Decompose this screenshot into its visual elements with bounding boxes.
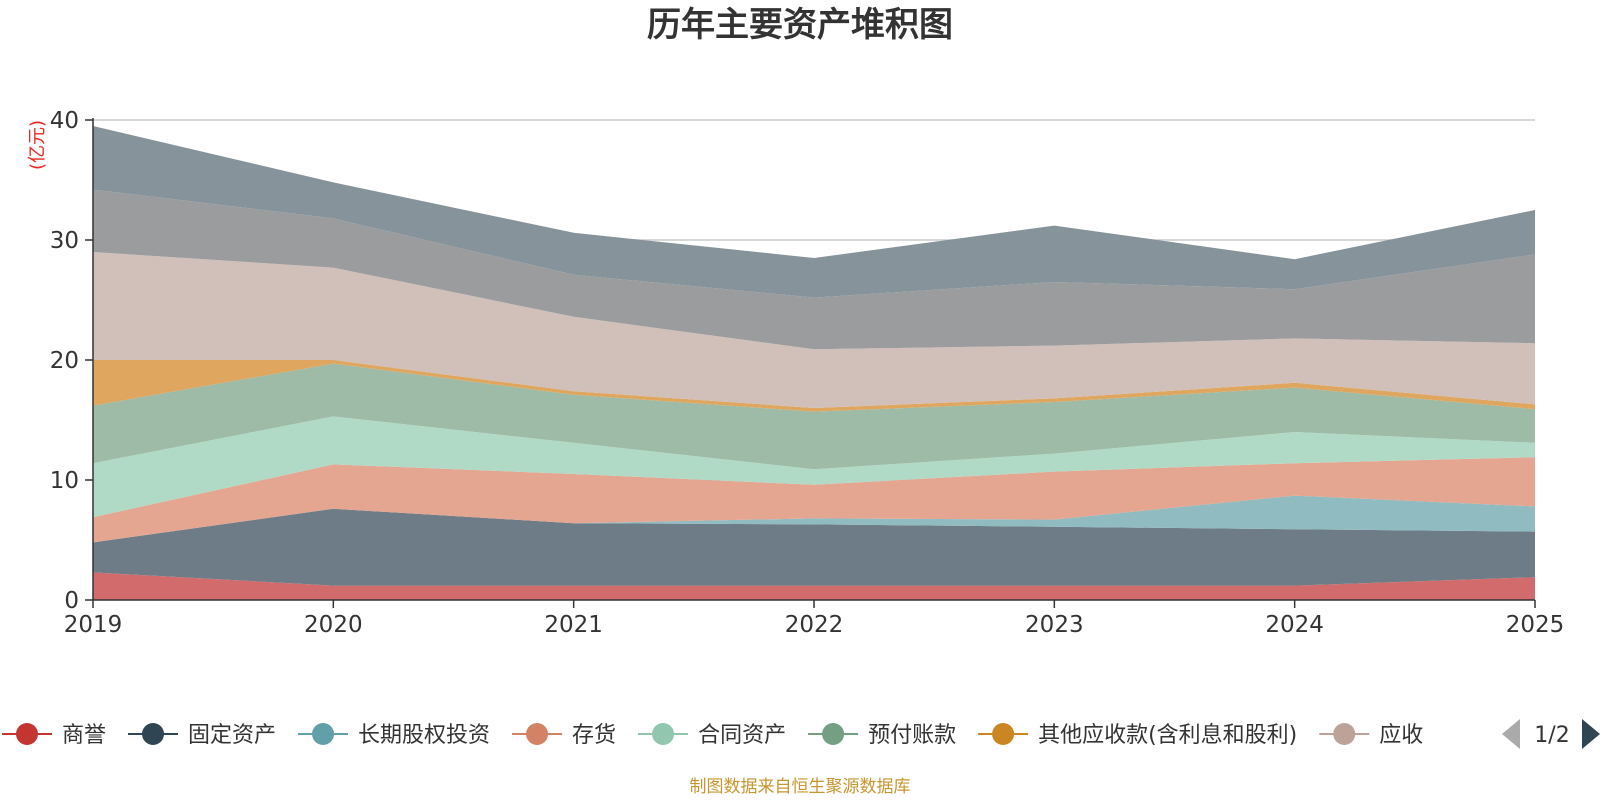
y-tick-label: 40 <box>50 108 79 134</box>
legend-label: 长期股权投资 <box>358 723 490 748</box>
area-series-layer <box>93 126 1535 600</box>
area-series-3 <box>93 495 1535 543</box>
legend-circle-symbol <box>1333 723 1356 745</box>
legend-label: 合同资产 <box>698 723 786 748</box>
legend-circle-symbol <box>652 723 675 745</box>
area-series-9 <box>93 189 1535 350</box>
legend-circle-symbol <box>526 723 549 745</box>
legend-pager: 1/2 <box>1502 719 1600 749</box>
legend-prev-arrow-icon[interactable] <box>1502 719 1520 749</box>
y-tick-label: 20 <box>50 348 79 374</box>
legend-item-2[interactable]: 固定资产 <box>128 723 276 748</box>
legend-label: 存货 <box>572 723 616 748</box>
x-tick-label: 2022 <box>785 612 844 638</box>
legend-circle-symbol <box>16 723 38 745</box>
area-series-5 <box>93 416 1535 518</box>
legend-item-8[interactable]: 应收 <box>1319 723 1423 748</box>
x-tick-label: 2020 <box>304 612 363 638</box>
data-source-note: 制图数据来自恒生聚源数据库 <box>690 777 911 797</box>
legend-label: 预付账款 <box>868 723 956 748</box>
legend-circle-symbol <box>312 723 335 745</box>
legend-item-3[interactable]: 长期股权投资 <box>298 723 490 748</box>
legend-item-7[interactable]: 其他应收款(含利息和股利) <box>978 723 1297 748</box>
area-series-8 <box>93 252 1535 408</box>
area-series-7 <box>93 360 1535 412</box>
legend-page-label: 1/2 <box>1534 723 1569 748</box>
area-series-6 <box>93 363 1535 470</box>
x-tick-label: 2025 <box>1506 612 1565 638</box>
legend-circle-symbol <box>992 723 1015 745</box>
legend-item-1[interactable]: 商誉 <box>2 723 106 748</box>
area-series-4 <box>93 457 1535 543</box>
area-series-10 <box>93 126 1535 298</box>
legend-item-6[interactable]: 预付账款 <box>808 723 956 748</box>
chart-title: 历年主要资产堆积图 <box>647 5 953 45</box>
legend-label: 其他应收款(含利息和股利) <box>1038 723 1297 748</box>
y-tick-label: 30 <box>50 228 79 254</box>
legend-item-4[interactable]: 存货 <box>512 723 616 748</box>
y-tick-label: 10 <box>50 468 79 494</box>
x-tick-label: 2019 <box>64 612 123 638</box>
legend: 商誉 固定资产 长期股权投资 存货 合同资产 预付账款 其他应收款(含利息和股利) 应收 1/2 <box>2 719 1600 749</box>
x-tick-label: 2024 <box>1265 612 1324 638</box>
legend-label: 应收 <box>1379 723 1423 748</box>
legend-circle-symbol <box>822 723 845 745</box>
x-tick-label: 2021 <box>544 612 603 638</box>
legend-item-5[interactable]: 合同资产 <box>638 723 786 748</box>
legend-next-arrow-icon[interactable] <box>1582 719 1600 749</box>
legend-label: 商誉 <box>62 723 106 748</box>
y-axis-unit-label: (亿元) <box>27 120 48 170</box>
area-series-1 <box>93 572 1535 600</box>
y-tick-label: 0 <box>64 588 79 614</box>
legend-circle-symbol <box>142 723 165 745</box>
legend-label: 固定资产 <box>188 723 276 748</box>
x-tick-label: 2023 <box>1025 612 1084 638</box>
axes: 0 10 20 30 40 2019 2020 2021 2022 2023 2024 2025 <box>50 108 1565 638</box>
